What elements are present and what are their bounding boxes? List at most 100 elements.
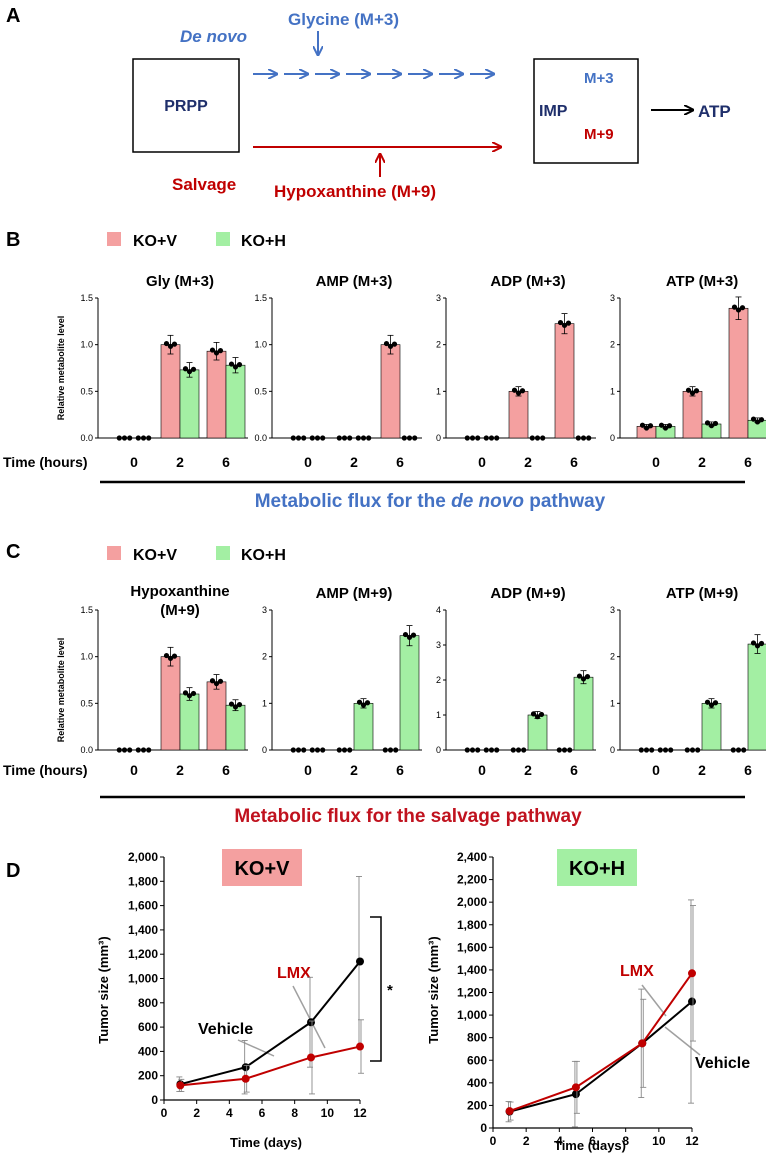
data-point bbox=[688, 997, 696, 1006]
replicate-point bbox=[469, 435, 476, 441]
x-tick-label: 4 bbox=[556, 1134, 563, 1148]
y-tick-label: 1,600 bbox=[128, 899, 158, 913]
series-line bbox=[180, 960, 361, 1086]
y-tick-label: 3 bbox=[610, 293, 615, 303]
replicate-point bbox=[643, 425, 650, 431]
replicate-point bbox=[140, 747, 147, 753]
bar-chart-2: AMP (M+3) 0.0 0.5 1.0 1.5 0 2 6 bbox=[254, 273, 422, 470]
prpp-label: PRPP bbox=[164, 98, 208, 115]
replicate-point bbox=[402, 631, 409, 638]
replicate-point bbox=[364, 700, 371, 706]
bar bbox=[206, 350, 227, 439]
bar-chart-title: Hypoxanthine bbox=[130, 583, 229, 600]
y-tick-label: 2 bbox=[436, 340, 441, 350]
bar bbox=[527, 714, 548, 751]
bar-chart-title: ADP (M+9) bbox=[490, 585, 565, 602]
replicate-point bbox=[171, 653, 178, 659]
x-tick-label: 4 bbox=[226, 1106, 233, 1120]
replicate-point bbox=[347, 747, 353, 753]
y-tick-label: 0 bbox=[610, 433, 615, 443]
x-tick-label: 0 bbox=[652, 454, 660, 470]
x-tick-label: 2 bbox=[698, 762, 706, 778]
imp-m9-label: M+9 bbox=[584, 126, 614, 143]
y-tick-label: 2,000 bbox=[128, 850, 158, 864]
replicate-point bbox=[731, 304, 738, 310]
y-tick-label: 2 bbox=[262, 652, 267, 662]
replicate-point bbox=[693, 388, 700, 394]
replicate-point bbox=[695, 747, 701, 753]
replicate-point bbox=[704, 699, 711, 705]
bar bbox=[353, 703, 374, 751]
x-tick-label: 2 bbox=[350, 762, 358, 778]
data-point bbox=[638, 1039, 647, 1048]
replicate-point bbox=[314, 747, 321, 753]
replicate-point bbox=[575, 435, 581, 441]
bar bbox=[179, 369, 200, 439]
replicate-point bbox=[236, 362, 243, 368]
replicate-point bbox=[213, 680, 220, 687]
y-tick-label: 1,200 bbox=[457, 986, 487, 1000]
replicate-point bbox=[387, 343, 394, 349]
y-tick-label: 1.5 bbox=[254, 293, 267, 303]
ko-h-box bbox=[557, 849, 637, 886]
atp-label: ATP bbox=[698, 102, 731, 121]
replicate-point bbox=[295, 435, 302, 441]
y-tick-label: 2 bbox=[610, 652, 615, 662]
replicate-point bbox=[735, 307, 742, 313]
bar bbox=[728, 307, 749, 439]
x-tick-label: 2 bbox=[523, 1134, 530, 1148]
replicate-point bbox=[684, 747, 690, 753]
replicate-point bbox=[557, 319, 564, 326]
imp-box bbox=[533, 58, 639, 164]
data-point bbox=[571, 1083, 580, 1092]
y-tick-label: 0 bbox=[480, 1121, 487, 1135]
y-tick-label: 1,800 bbox=[457, 918, 487, 932]
y-tick-label: 1 bbox=[262, 698, 267, 708]
y-tick-label: 2,400 bbox=[457, 850, 487, 864]
y-tick-label: 1,600 bbox=[457, 940, 487, 954]
y-tick-label: 0.0 bbox=[254, 433, 267, 443]
replicate-point bbox=[758, 640, 765, 647]
y-tick-label: 200 bbox=[138, 1069, 158, 1083]
replicate-point bbox=[469, 747, 476, 753]
replicate-point bbox=[167, 343, 174, 349]
d-right-ylabel: Tumor size (mm³) bbox=[426, 936, 441, 1043]
replicate-point bbox=[730, 747, 736, 753]
replicate-point bbox=[475, 747, 481, 753]
ko-v-box bbox=[222, 849, 302, 886]
replicate-point bbox=[217, 678, 224, 684]
y-tick-label: 0 bbox=[610, 745, 615, 755]
y-tick-label: 600 bbox=[467, 1053, 487, 1067]
replicate-point bbox=[685, 387, 692, 393]
flux-b-prefix: Metabolic flux for the bbox=[255, 491, 451, 512]
x-tick-label: 6 bbox=[744, 454, 752, 470]
replicate-point bbox=[171, 341, 178, 347]
y-tick-label: 1,200 bbox=[128, 947, 158, 961]
d-right-lmx-label: LMX bbox=[620, 963, 654, 980]
y-tick-label: 0 bbox=[151, 1093, 158, 1107]
replicate-point bbox=[163, 652, 170, 659]
y-tick-label: 1,000 bbox=[457, 1008, 487, 1022]
x-tick-label: 2 bbox=[193, 1106, 200, 1120]
y-tick-label: 1,400 bbox=[457, 963, 487, 977]
x-tick-label: 6 bbox=[570, 454, 578, 470]
replicate-point bbox=[529, 435, 535, 441]
replicate-point bbox=[565, 320, 572, 326]
y-tick-label: 0 bbox=[436, 433, 441, 443]
data-point bbox=[571, 1090, 580, 1099]
bar bbox=[179, 693, 200, 751]
replicate-point bbox=[347, 435, 353, 441]
replicate-point bbox=[515, 390, 522, 396]
legend-b-koh-swatch bbox=[216, 232, 230, 246]
replicate-point bbox=[135, 435, 141, 441]
x-tick-label: 0 bbox=[130, 762, 138, 778]
d-left-vehicle-label: Vehicle bbox=[198, 1021, 253, 1038]
replicate-point bbox=[530, 711, 537, 717]
bar-chart-title: AMP (M+3) bbox=[316, 273, 393, 290]
y-tick-label: 1.5 bbox=[80, 605, 93, 615]
legend-b-koh-label: KO+H bbox=[241, 233, 286, 250]
y-tick-label: 0.0 bbox=[80, 745, 93, 755]
y-tick-label: 1 bbox=[610, 698, 615, 708]
y-tick-label: 2 bbox=[610, 340, 615, 350]
replicate-point bbox=[301, 435, 307, 441]
